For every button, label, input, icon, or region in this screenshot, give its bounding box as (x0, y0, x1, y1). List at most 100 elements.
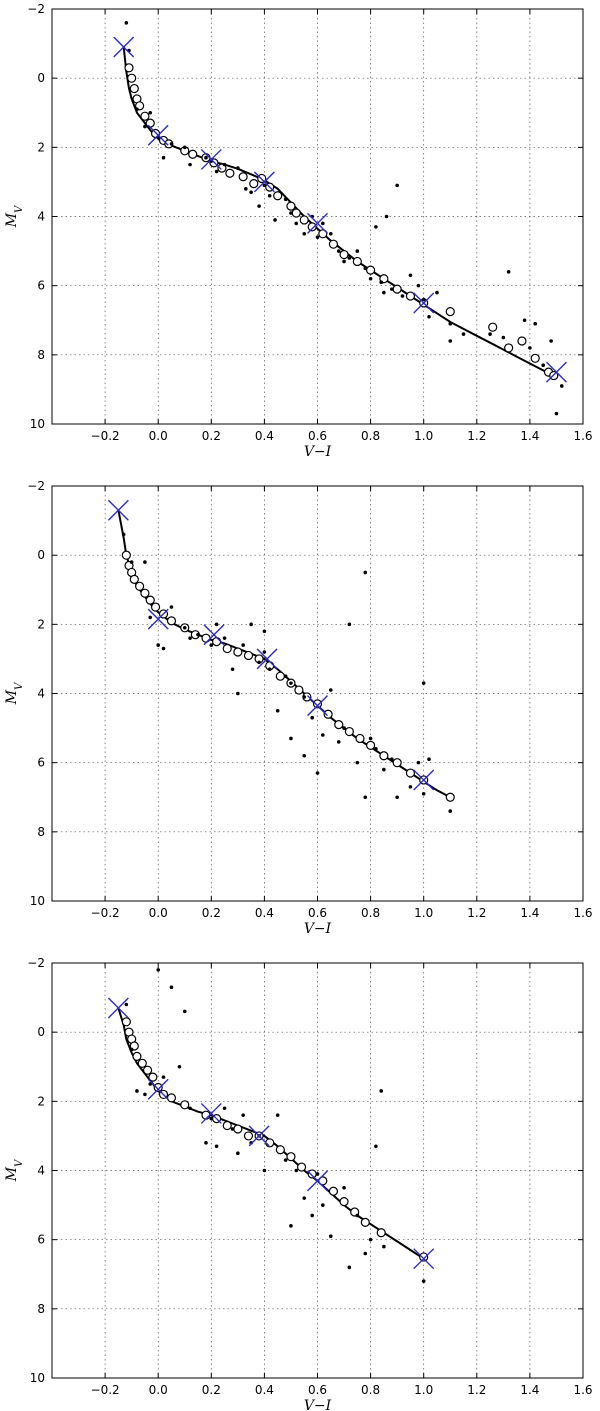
data-point-dot (368, 276, 373, 281)
data-point-dot (222, 1106, 227, 1111)
data-point-dot (169, 605, 174, 609)
y-tick-label: 0 (37, 1025, 45, 1039)
data-point-circle (445, 307, 455, 317)
fit-curve (117, 1007, 425, 1260)
y-tick-label: 6 (37, 756, 45, 770)
chart-panel-bottom: −0.2 0.0 0.2 0.4 0.6 0.8 1.0 1.2 1.4 1.6 −2 0 2 4 6 8 10… (4, 956, 593, 1411)
data-point-circle (299, 215, 309, 225)
y-tick-label: 8 (37, 348, 45, 362)
data-point-circle (307, 1169, 317, 1179)
x-tick-label: 0.6 (308, 906, 327, 920)
data-point-dot (347, 1265, 352, 1270)
data-point-dot (302, 695, 307, 699)
fit-curve (117, 510, 451, 799)
data-point-dot (275, 1113, 280, 1117)
data-point-dot (400, 294, 405, 298)
data-point-circle (166, 616, 177, 626)
data-point-circle (334, 720, 344, 730)
data-point-dot (188, 1106, 192, 1111)
cross-stroke (147, 608, 169, 630)
cross-stroke (147, 124, 169, 146)
y-tick-label: 10 (30, 894, 45, 908)
x-tick-label: 0.0 (149, 906, 168, 920)
data-point-dot (395, 795, 399, 800)
x-tick-label: 1.4 (520, 1383, 539, 1397)
x-tick-label: 0.0 (149, 1383, 168, 1397)
cross-marker (413, 1248, 435, 1270)
data-point-circle (517, 336, 527, 346)
data-point-dot (395, 183, 399, 188)
data-point-dot (204, 1141, 208, 1145)
data-point-dot (374, 225, 378, 229)
cross-marker (256, 648, 278, 670)
data-point-circle (488, 322, 498, 332)
x-tick-label: 1.4 (520, 429, 539, 443)
data-point-dot (289, 681, 293, 685)
cross-stroke (307, 1170, 328, 1192)
x-tick-label: 1.2 (467, 906, 486, 920)
data-point-dot (315, 1172, 320, 1176)
data-point-dot (156, 968, 160, 972)
y-axis-label-subscript: V (14, 204, 25, 213)
data-point-circle (530, 353, 540, 363)
data-point-dot (294, 1168, 299, 1173)
cross-stroke (147, 1078, 169, 1100)
y-tick-label: 0 (37, 71, 45, 85)
data-point-circle (129, 574, 139, 584)
data-point-circle (145, 118, 155, 128)
data-point-circle (212, 637, 222, 647)
data-point-dot (188, 162, 192, 167)
data-point-dot (448, 809, 453, 813)
x-tick-label: 1.6 (573, 1383, 592, 1397)
data-point-dot (283, 197, 288, 202)
data-point-dot (328, 688, 333, 692)
data-point-dot (209, 1116, 214, 1121)
data-point-dot (382, 1244, 386, 1249)
data-point-dot (214, 169, 219, 174)
y-axis-label: MV (4, 1158, 25, 1182)
data-point-dot (448, 339, 453, 343)
data-point-dot (336, 740, 341, 744)
plot-frame (51, 8, 584, 425)
cross-stroke (200, 1102, 222, 1124)
data-point-dot (124, 21, 129, 25)
y-tick-label: 2 (37, 617, 45, 631)
x-tick-label: 1.0 (414, 906, 433, 920)
x-tick-label: 1.0 (414, 1383, 433, 1397)
data-point-dot (506, 270, 511, 274)
data-point-dot (355, 249, 360, 253)
data-point-dot (363, 266, 368, 271)
data-point-dot (236, 691, 240, 696)
data-point-dot (196, 632, 200, 637)
data-point-dot (148, 110, 153, 115)
data-point-dot (448, 321, 453, 326)
cross-marker (413, 769, 435, 791)
x-tick-label: −0.2 (91, 429, 120, 443)
data-point-circle (180, 1100, 190, 1110)
data-point-circle (419, 1252, 429, 1262)
data-point-circle (323, 709, 333, 719)
chart-panel-middle: −0.2 0.0 0.2 0.4 0.6 0.8 1.0 1.2 1.4 1.6 −2 0 2 4 6 8 10… (4, 479, 593, 937)
data-point-dot (262, 650, 267, 654)
data-point-dot (236, 166, 240, 170)
data-point-circle (307, 222, 317, 232)
data-point-dot (214, 622, 219, 627)
x-tick-label: 0.6 (308, 1383, 327, 1397)
data-point-dot (289, 736, 293, 741)
data-point-dot (262, 629, 267, 634)
data-point-circle (286, 1152, 296, 1162)
data-point-dot (222, 162, 227, 167)
x-tick-label: 1.2 (467, 1383, 486, 1397)
data-point-dot (379, 1089, 384, 1093)
data-point-dot (143, 124, 147, 129)
cross-marker (147, 124, 169, 146)
data-point-dot (421, 297, 426, 302)
data-point-circle (445, 792, 455, 802)
data-point-dot (273, 218, 277, 222)
data-point-dot (408, 785, 413, 789)
plot-frame (51, 962, 584, 1379)
data-point-circle (405, 291, 416, 301)
data-point-circle (352, 256, 362, 267)
data-point-dot (342, 1185, 346, 1190)
data-point-dot (143, 1092, 147, 1097)
